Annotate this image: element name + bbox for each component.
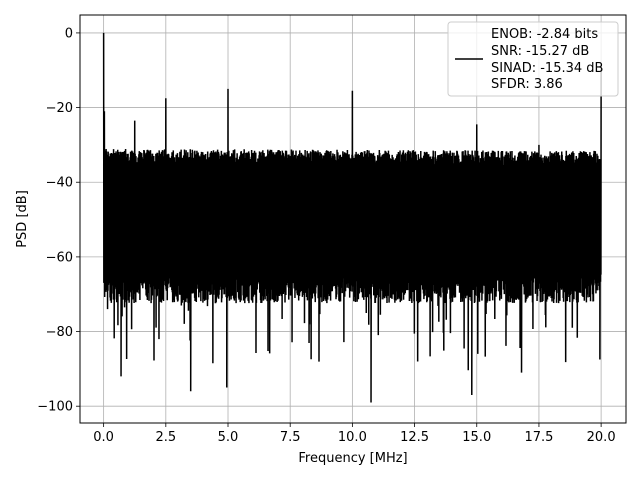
psd-series-line — [102, 32, 602, 403]
x-tick-label: 15.0 — [462, 430, 491, 445]
legend-line-sinad: SINAD: -15.34 dB — [491, 61, 603, 76]
legend: ENOB: -2.84 bits SNR: -15.27 dB SINAD: -… — [447, 21, 619, 97]
x-axis: 0.0 2.5 5.0 7.5 10.0 12.5 15.0 17.5 20.0 — [93, 423, 616, 445]
y-tick-label: −20 — [46, 101, 73, 116]
y-tick-label: 0 — [65, 26, 73, 41]
x-tick-label: 2.5 — [155, 430, 176, 445]
x-axis-label: Frequency [MHz] — [298, 451, 407, 466]
legend-line-sfdr: SFDR: 3.86 — [491, 77, 563, 92]
legend-box — [447, 21, 619, 97]
y-tick-label: −40 — [46, 176, 73, 191]
y-tick-label: −80 — [46, 325, 73, 340]
x-tick-label: 5.0 — [218, 430, 239, 445]
y-axis: 0 −20 −40 −60 −80 −100 — [37, 26, 80, 415]
x-tick-label: 12.5 — [400, 430, 429, 445]
y-tick-label: −100 — [37, 400, 73, 415]
y-axis-label: PSD [dB] — [15, 190, 30, 248]
x-tick-label: 20.0 — [587, 430, 616, 445]
x-tick-label: 10.0 — [338, 430, 367, 445]
x-tick-label: 0.0 — [93, 430, 114, 445]
legend-line-enob: ENOB: -2.84 bits — [491, 27, 598, 42]
legend-line-snr: SNR: -15.27 dB — [491, 44, 589, 59]
plot-frame — [79, 14, 627, 424]
y-tick-label: −60 — [46, 250, 73, 265]
x-tick-label: 17.5 — [524, 430, 553, 445]
plot-area — [102, 32, 602, 403]
x-tick-label: 7.5 — [280, 430, 301, 445]
